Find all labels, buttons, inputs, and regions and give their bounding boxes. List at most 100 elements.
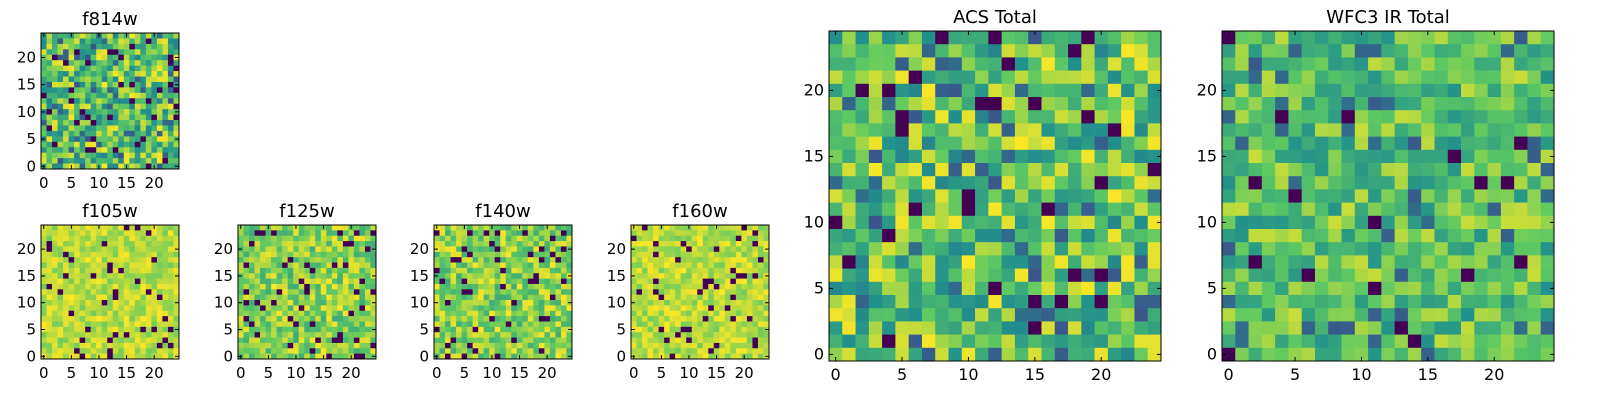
heatmap-cell — [52, 141, 58, 148]
heatmap-cell — [1288, 83, 1303, 98]
heatmap-cell — [304, 310, 311, 317]
heatmap-cell — [342, 267, 349, 274]
heatmap-cell — [79, 225, 86, 231]
heatmap-cell — [129, 125, 136, 132]
heatmap-cell — [658, 246, 665, 253]
heatmap-cell — [276, 273, 283, 279]
axes-frame — [828, 30, 1162, 362]
heatmap-cell — [145, 225, 152, 231]
heatmap-cell — [1407, 255, 1422, 269]
heatmap-cell — [162, 273, 169, 279]
heatmap-cell — [1014, 110, 1029, 124]
heatmap-cell — [763, 251, 770, 258]
heatmap-cell — [478, 278, 485, 285]
heatmap-cell — [680, 305, 687, 312]
heatmap-cell — [702, 310, 709, 317]
heatmap-cell — [90, 81, 97, 88]
heatmap-cell — [1222, 202, 1236, 217]
heatmap-cell — [243, 257, 250, 263]
heatmap-cell — [1134, 334, 1149, 349]
heatmap-cell — [1134, 242, 1149, 256]
heatmap-cell — [254, 235, 261, 242]
heatmap-cell — [538, 246, 545, 253]
heatmap-cell — [68, 273, 75, 279]
heatmap-cell — [79, 71, 86, 77]
heatmap-cell — [658, 348, 665, 354]
heatmap-cell — [1068, 242, 1082, 256]
heatmap-cell — [260, 283, 266, 290]
heatmap-cell — [342, 353, 349, 360]
heatmap-cell — [1407, 308, 1422, 322]
heatmap-cell — [348, 300, 355, 306]
heatmap-cell — [961, 123, 976, 137]
heatmap-cell — [265, 305, 272, 312]
heatmap-cell — [162, 125, 169, 132]
heatmap-cell — [680, 262, 687, 269]
heatmap-cell — [1368, 136, 1382, 151]
heatmap-cell — [1014, 215, 1029, 230]
heatmap-cell — [516, 230, 523, 237]
heatmap-cell — [921, 242, 936, 256]
heatmap-cell — [41, 241, 47, 247]
heatmap-cell — [1121, 97, 1135, 111]
heatmap-cell — [315, 283, 322, 290]
heatmap-cell — [57, 305, 64, 312]
heatmap-cell — [57, 321, 64, 328]
heatmap-cell — [79, 235, 86, 242]
heatmap-cell — [140, 158, 147, 164]
heatmap-cell — [1474, 229, 1488, 243]
heatmap-cell — [1540, 97, 1555, 111]
heatmap-cell — [908, 31, 923, 45]
heatmap-cell — [908, 83, 923, 98]
heatmap-cell — [1328, 229, 1342, 243]
heatmap-cell — [669, 235, 676, 242]
heatmap-cell — [118, 267, 125, 274]
heatmap-cell — [1094, 44, 1109, 58]
heatmap-cell — [129, 136, 136, 143]
heatmap-cell — [538, 305, 545, 312]
heatmap-cell — [1275, 44, 1289, 58]
heatmap-cell — [1341, 347, 1356, 362]
heatmap-cell — [151, 294, 158, 301]
heatmap-cell — [96, 65, 103, 72]
heatmap-cell — [271, 316, 277, 322]
heatmap-cell — [868, 31, 883, 45]
heatmap-cell — [1147, 57, 1162, 71]
heatmap-cell — [293, 337, 300, 344]
heatmap-cell — [829, 110, 843, 124]
heatmap-cell — [52, 300, 58, 306]
heatmap-cell — [975, 163, 989, 177]
heatmap-cell — [79, 120, 86, 126]
heatmap-cell — [522, 353, 529, 360]
heatmap-cell — [1222, 242, 1236, 256]
heatmap-cell — [79, 43, 86, 50]
heatmap-cell — [752, 326, 759, 333]
heatmap-cell — [483, 294, 490, 301]
heatmap-cell — [752, 257, 759, 263]
heatmap-cell — [636, 300, 643, 306]
heatmap-cell — [151, 241, 158, 247]
heatmap-cell — [642, 305, 648, 312]
heatmap-cell — [483, 342, 490, 349]
heatmap-cell — [315, 321, 322, 328]
heatmap-cell — [752, 267, 759, 274]
heatmap-cell — [309, 257, 316, 263]
heatmap-cell — [107, 81, 114, 88]
heatmap-cell — [445, 294, 451, 301]
heatmap-cell — [868, 242, 883, 256]
heatmap-cell — [961, 202, 976, 217]
heatmap-cell — [763, 337, 770, 344]
heatmap-cell — [123, 310, 130, 317]
heatmap-cell — [1487, 83, 1502, 98]
heatmap-cell — [636, 294, 643, 301]
heatmap-cell — [489, 283, 496, 290]
heatmap-cell — [1094, 70, 1109, 85]
heatmap-cell — [741, 348, 748, 354]
heatmap-cell — [260, 294, 266, 301]
heatmap-cell — [680, 283, 687, 290]
heatmap-cell — [675, 235, 682, 242]
heatmap-cell — [359, 342, 366, 349]
heatmap-cell — [118, 326, 125, 333]
heatmap-cell — [118, 342, 125, 349]
heatmap-cell — [145, 294, 152, 301]
